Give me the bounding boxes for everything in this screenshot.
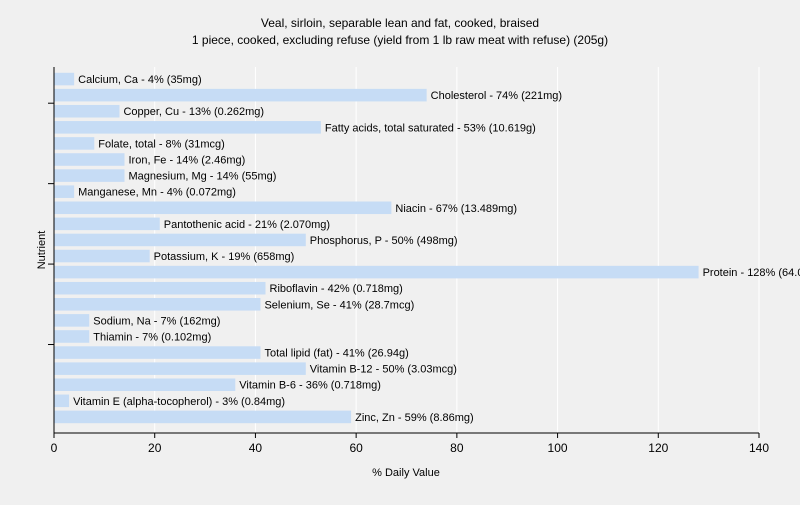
bar xyxy=(54,72,75,86)
bar xyxy=(54,346,261,359)
bar-label: Riboflavin - 42% (0.718mg) xyxy=(270,283,403,295)
bar xyxy=(54,217,160,231)
bar-label: Iron, Fe - 14% (2.46mg) xyxy=(129,155,246,167)
y-axis-label: Nutrient xyxy=(36,231,48,270)
bar-label: Calcium, Ca - 4% (35mg) xyxy=(78,74,201,86)
bar-label: Pantothenic acid - 21% (2.070mg) xyxy=(164,219,330,231)
bar-label: Selenium, Se - 41% (28.7mcg) xyxy=(264,299,414,311)
bar-label: Folate, total - 8% (31mcg) xyxy=(98,138,225,150)
bar-label: Fatty acids, total saturated - 53% (10.6… xyxy=(325,122,536,134)
bar xyxy=(54,185,75,198)
bar-label: Copper, Cu - 13% (0.262mg) xyxy=(123,106,264,118)
bar xyxy=(54,153,125,166)
bar-label: Total lipid (fat) - 41% (26.94g) xyxy=(264,348,408,360)
bar xyxy=(54,378,236,392)
x-tick-label: 20 xyxy=(148,441,162,455)
bar xyxy=(54,265,699,279)
bar-label: Zinc, Zn - 59% (8.86mg) xyxy=(355,412,474,424)
bar xyxy=(54,298,261,311)
bar xyxy=(54,362,306,375)
bar xyxy=(54,330,90,343)
x-tick-label: 0 xyxy=(51,441,58,455)
bars-group: Calcium, Ca - 4% (35mg) Cholesterol - 74%… xyxy=(54,72,800,424)
bar-label: Niacin - 67% (13.489mg) xyxy=(395,203,517,215)
bar xyxy=(54,249,150,263)
x-axis-label: % Daily Value xyxy=(372,467,440,479)
bar xyxy=(54,410,352,424)
bar-label: Thiamin - 7% (0.102mg) xyxy=(93,331,211,343)
bar-label: Cholesterol - 74% (221mg) xyxy=(431,90,562,102)
bar xyxy=(54,121,321,134)
bar xyxy=(54,169,125,182)
x-ticks-group: 0 20 40 60 80 100 120 140 xyxy=(51,433,769,455)
bar-label: Magnesium, Mg - 14% (55mg) xyxy=(129,171,277,183)
axes-group xyxy=(48,67,759,434)
bar-label: Manganese, Mn - 4% (0.072mg) xyxy=(78,187,236,199)
bar xyxy=(54,137,95,150)
chart-title: Veal, sirloin, separable lean and fat, c… xyxy=(261,16,539,30)
bar-label: Protein - 128% (64.08g) xyxy=(703,267,800,279)
bar-label: Sodium, Na - 7% (162mg) xyxy=(93,315,220,327)
bar xyxy=(54,104,120,118)
x-tick-label: 100 xyxy=(548,441,568,455)
bar xyxy=(54,281,266,295)
x-tick-label: 60 xyxy=(349,441,363,455)
bar xyxy=(54,233,306,247)
chart-subtitle: 1 piece, cooked, excluding refuse (yield… xyxy=(192,33,608,47)
x-tick-label: 40 xyxy=(249,441,263,455)
bar-label: Potassium, K - 19% (658mg) xyxy=(154,251,295,263)
bar xyxy=(54,394,70,408)
x-tick-label: 80 xyxy=(450,441,464,455)
x-tick-label: 140 xyxy=(749,441,769,455)
bar-label: Phosphorus, P - 50% (498mg) xyxy=(310,235,458,247)
bar xyxy=(54,201,392,215)
bar xyxy=(54,314,90,327)
bar-label: Vitamin E (alpha-tocopherol) - 3% (0.84m… xyxy=(73,396,285,408)
bar xyxy=(54,88,427,102)
bar-label: Vitamin B-12 - 50% (3.03mcg) xyxy=(310,364,457,376)
bar-label: Vitamin B-6 - 36% (0.718mg) xyxy=(239,380,381,392)
x-tick-label: 120 xyxy=(648,441,668,455)
